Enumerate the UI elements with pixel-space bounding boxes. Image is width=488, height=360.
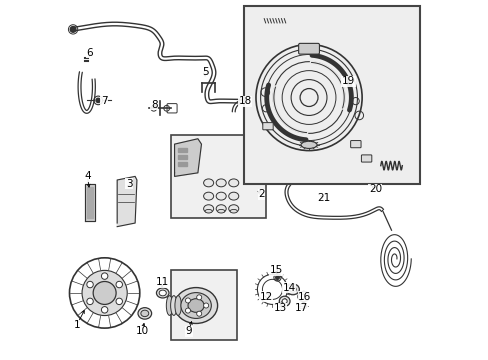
Text: 19: 19 <box>341 76 354 86</box>
Ellipse shape <box>216 192 226 200</box>
Ellipse shape <box>279 296 289 306</box>
Ellipse shape <box>203 192 213 200</box>
Circle shape <box>185 298 190 303</box>
Ellipse shape <box>230 210 237 213</box>
Circle shape <box>196 311 201 316</box>
Text: 10: 10 <box>136 326 148 336</box>
Circle shape <box>70 27 76 32</box>
Text: 2: 2 <box>258 189 264 199</box>
Ellipse shape <box>286 284 299 295</box>
Bar <box>171 135 265 218</box>
Ellipse shape <box>228 205 238 213</box>
FancyBboxPatch shape <box>361 155 371 162</box>
Circle shape <box>116 298 122 305</box>
Ellipse shape <box>174 288 217 323</box>
Ellipse shape <box>301 294 306 299</box>
Ellipse shape <box>203 179 213 187</box>
Text: 16: 16 <box>298 292 311 302</box>
Ellipse shape <box>187 299 203 312</box>
Text: 6: 6 <box>86 48 93 58</box>
FancyBboxPatch shape <box>298 43 319 54</box>
Text: 18: 18 <box>238 96 251 106</box>
Text: 11: 11 <box>155 277 168 287</box>
Ellipse shape <box>203 205 213 213</box>
Circle shape <box>101 307 108 313</box>
Text: 20: 20 <box>368 184 381 194</box>
Circle shape <box>87 281 93 288</box>
Circle shape <box>196 295 201 300</box>
Text: 8: 8 <box>150 100 157 110</box>
Ellipse shape <box>141 310 148 317</box>
Text: 21: 21 <box>316 193 329 203</box>
Ellipse shape <box>159 290 166 296</box>
Circle shape <box>101 273 108 279</box>
Ellipse shape <box>156 288 169 298</box>
Ellipse shape <box>138 308 151 319</box>
Polygon shape <box>86 187 93 218</box>
Polygon shape <box>174 139 201 176</box>
Ellipse shape <box>282 299 286 303</box>
Ellipse shape <box>170 296 177 315</box>
Text: 4: 4 <box>84 171 91 181</box>
Text: 9: 9 <box>185 326 192 336</box>
Ellipse shape <box>301 141 317 148</box>
Ellipse shape <box>228 192 238 200</box>
Text: 5: 5 <box>202 67 208 77</box>
FancyBboxPatch shape <box>262 123 273 130</box>
Text: 14: 14 <box>282 283 295 293</box>
Text: 7: 7 <box>101 96 107 106</box>
Ellipse shape <box>166 296 172 315</box>
Text: 12: 12 <box>259 292 272 302</box>
Bar <box>244 6 419 184</box>
Circle shape <box>93 282 116 305</box>
Circle shape <box>96 98 100 103</box>
Circle shape <box>203 303 208 308</box>
Ellipse shape <box>175 296 181 315</box>
Ellipse shape <box>204 210 212 213</box>
Circle shape <box>275 276 279 279</box>
Text: 17: 17 <box>294 303 307 314</box>
Polygon shape <box>178 155 187 159</box>
Circle shape <box>116 281 122 288</box>
Ellipse shape <box>298 304 306 309</box>
Text: 3: 3 <box>125 179 132 189</box>
Polygon shape <box>178 162 187 166</box>
Circle shape <box>185 308 190 313</box>
Polygon shape <box>178 148 187 152</box>
Ellipse shape <box>297 292 309 302</box>
Ellipse shape <box>228 179 238 187</box>
Ellipse shape <box>181 293 211 319</box>
Ellipse shape <box>216 205 226 213</box>
Circle shape <box>82 270 127 316</box>
FancyBboxPatch shape <box>350 140 360 148</box>
Text: 1: 1 <box>73 320 80 330</box>
Bar <box>171 270 237 339</box>
Polygon shape <box>117 176 137 226</box>
Ellipse shape <box>289 287 296 292</box>
Text: 15: 15 <box>269 265 282 275</box>
Text: 13: 13 <box>273 303 286 314</box>
Circle shape <box>87 298 93 305</box>
Ellipse shape <box>217 210 224 213</box>
Polygon shape <box>85 184 94 221</box>
Ellipse shape <box>216 179 226 187</box>
